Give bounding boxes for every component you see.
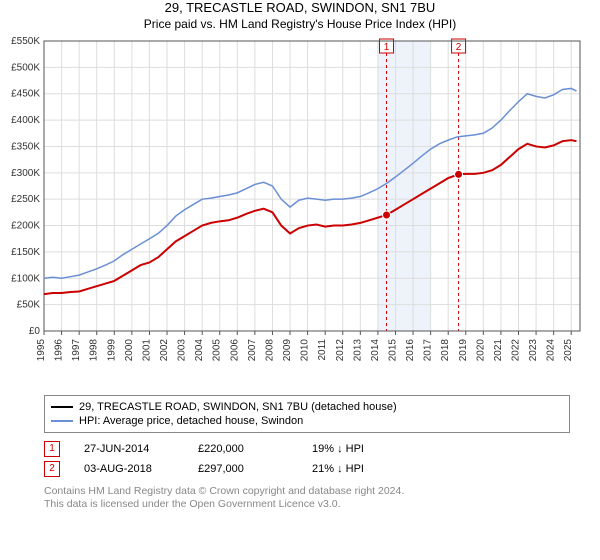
svg-text:2010: 2010	[300, 339, 311, 362]
legend: 29, TRECASTLE ROAD, SWINDON, SN1 7BU (de…	[44, 395, 570, 433]
sale-delta: 19% ↓ HPI	[312, 443, 402, 455]
svg-text:1997: 1997	[71, 339, 82, 362]
svg-text:2016: 2016	[405, 339, 416, 362]
svg-text:£0: £0	[29, 326, 41, 337]
disclaimer-line: Contains HM Land Registry data © Crown c…	[44, 485, 570, 498]
svg-text:2024: 2024	[546, 339, 557, 362]
flag-badge: 2	[44, 461, 60, 477]
sale-date: 27-JUN-2014	[84, 443, 174, 455]
svg-text:£50K: £50K	[17, 300, 41, 311]
sales-table: 1 27-JUN-2014 £220,000 19% ↓ HPI 2 03-AU…	[44, 439, 570, 479]
svg-text:£400K: £400K	[11, 115, 40, 126]
svg-text:1: 1	[384, 42, 390, 53]
svg-text:2014: 2014	[370, 339, 381, 362]
svg-text:2018: 2018	[440, 339, 451, 362]
svg-text:£200K: £200K	[11, 221, 40, 232]
svg-text:2011: 2011	[317, 339, 328, 361]
svg-text:2: 2	[456, 42, 462, 53]
svg-text:2022: 2022	[510, 339, 521, 362]
svg-text:£350K: £350K	[11, 141, 40, 152]
legend-label: 29, TRECASTLE ROAD, SWINDON, SN1 7BU (de…	[79, 401, 397, 413]
svg-text:£100K: £100K	[11, 273, 40, 284]
svg-text:1995: 1995	[36, 339, 47, 362]
flag-badge: 1	[44, 441, 60, 457]
sale-delta: 21% ↓ HPI	[312, 463, 402, 475]
svg-text:2021: 2021	[493, 339, 504, 362]
svg-text:£500K: £500K	[11, 62, 40, 73]
svg-text:2012: 2012	[335, 339, 346, 362]
svg-text:2008: 2008	[264, 339, 275, 362]
svg-text:2000: 2000	[124, 339, 135, 362]
sale-date: 03-AUG-2018	[84, 463, 174, 475]
legend-swatch	[51, 420, 73, 422]
page-title: 29, TRECASTLE ROAD, SWINDON, SN1 7BU	[0, 0, 600, 15]
svg-text:2001: 2001	[141, 339, 152, 362]
svg-text:2002: 2002	[159, 339, 170, 362]
svg-text:2005: 2005	[212, 339, 223, 362]
svg-text:£450K: £450K	[11, 89, 40, 100]
sale-price: £220,000	[198, 443, 288, 455]
svg-text:1999: 1999	[106, 339, 117, 362]
svg-text:1998: 1998	[89, 339, 100, 362]
svg-text:2004: 2004	[194, 339, 205, 362]
table-row: 2 03-AUG-2018 £297,000 21% ↓ HPI	[44, 459, 570, 479]
line-chart: £0 £50K £100K £150K £200K £250K £300K £350K £400…	[0, 31, 600, 391]
svg-text:2025: 2025	[563, 339, 574, 362]
legend-item-hpi: HPI: Average price, detached house, Swin…	[51, 414, 563, 428]
sale-price: £297,000	[198, 463, 288, 475]
svg-text:2003: 2003	[177, 339, 188, 362]
svg-text:2013: 2013	[352, 339, 363, 362]
svg-text:2017: 2017	[423, 339, 434, 362]
table-row: 1 27-JUN-2014 £220,000 19% ↓ HPI	[44, 439, 570, 459]
svg-text:2009: 2009	[282, 339, 293, 362]
legend-swatch	[51, 406, 73, 408]
svg-text:£550K: £550K	[11, 36, 40, 47]
svg-text:2020: 2020	[475, 339, 486, 362]
svg-text:2007: 2007	[247, 339, 258, 362]
disclaimer-line: This data is licensed under the Open Gov…	[44, 498, 570, 511]
page-subtitle: Price paid vs. HM Land Registry's House …	[0, 17, 600, 31]
svg-text:£150K: £150K	[11, 247, 40, 258]
legend-item-price-paid: 29, TRECASTLE ROAD, SWINDON, SN1 7BU (de…	[51, 400, 563, 414]
svg-text:2019: 2019	[458, 339, 469, 362]
legend-label: HPI: Average price, detached house, Swin…	[79, 415, 303, 427]
svg-text:2015: 2015	[387, 339, 398, 362]
svg-text:£250K: £250K	[11, 194, 40, 205]
disclaimer: Contains HM Land Registry data © Crown c…	[44, 485, 570, 511]
svg-text:1996: 1996	[54, 339, 65, 362]
svg-text:£300K: £300K	[11, 168, 40, 179]
svg-text:2006: 2006	[229, 339, 240, 362]
svg-text:2023: 2023	[528, 339, 539, 362]
